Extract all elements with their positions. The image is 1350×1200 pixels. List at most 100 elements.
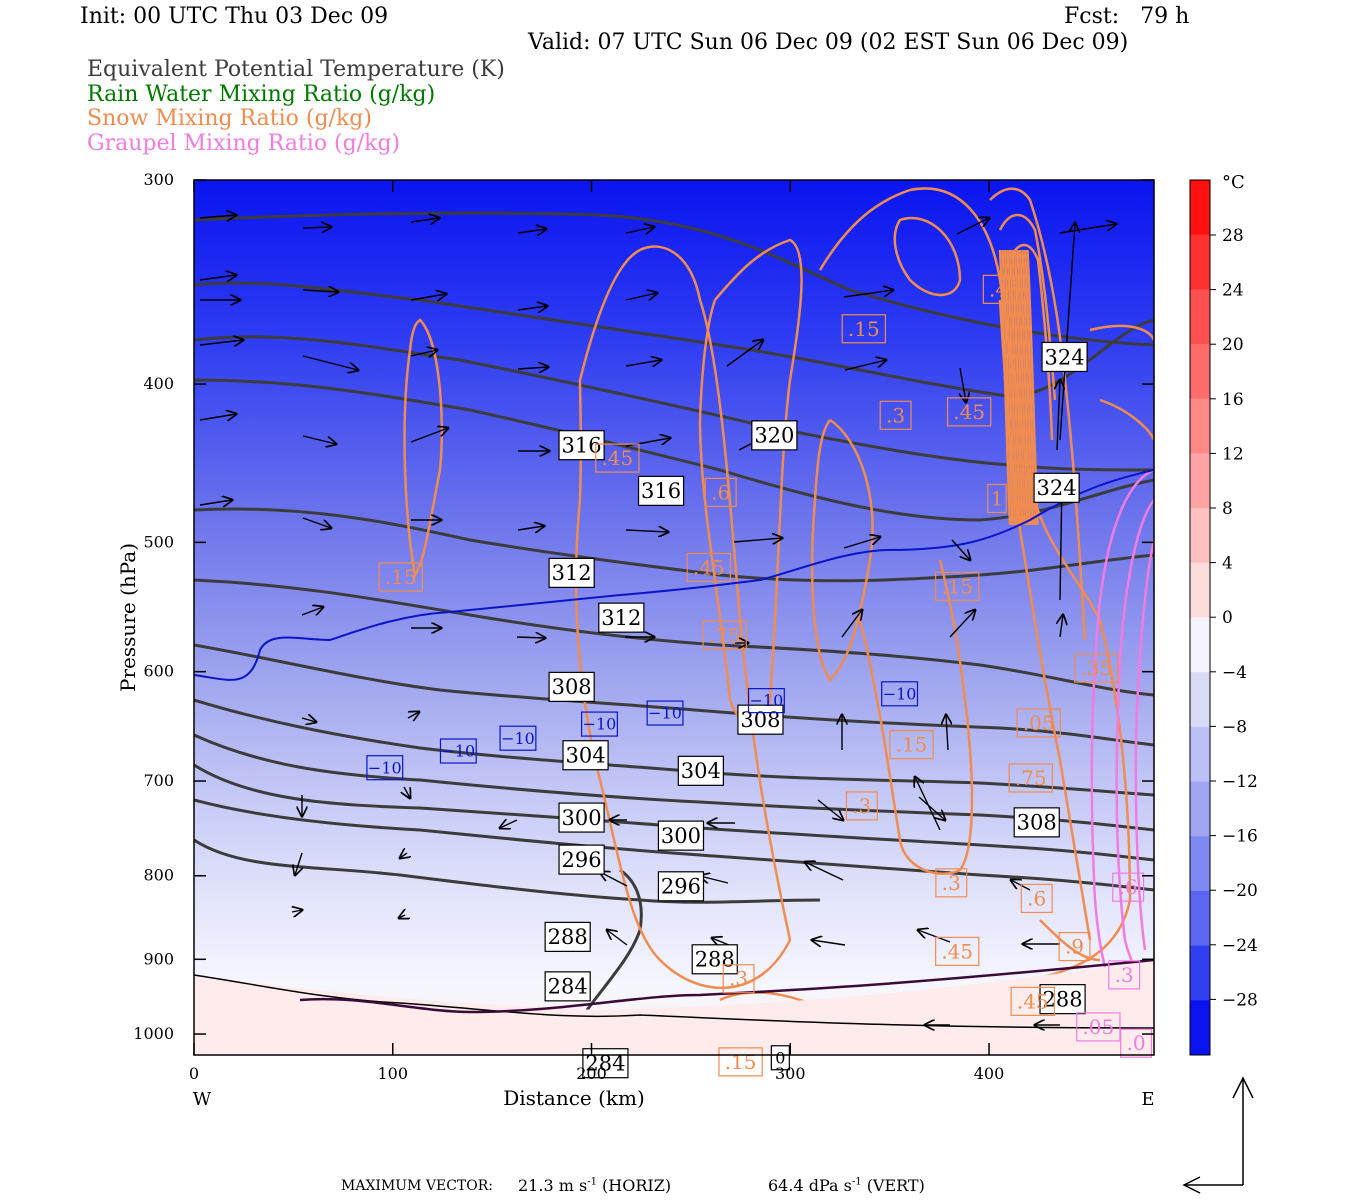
theta-e-label: 312: [552, 561, 592, 585]
snow-label: .15: [385, 565, 417, 589]
colorbar: °C 28 24 20 16 12 8 4 0 −4 −8 −12 −16 −20 −24 −28: [1189, 172, 1258, 1056]
wind-vector: [1057, 380, 1060, 451]
colorbar-segment: [1190, 617, 1210, 673]
theta-e-contour: [194, 281, 1154, 398]
minus-ten-isotherm: [194, 469, 1154, 681]
colorbar-segment: [1190, 508, 1210, 564]
wind-vector: [407, 712, 419, 718]
theta-e-label-box: [637, 475, 685, 506]
west-label: W: [193, 1089, 212, 1110]
wind-vector: [625, 293, 657, 301]
y-tick-label: 400: [143, 374, 174, 393]
snow-label-box: [987, 483, 1007, 514]
colorbar-tick-label: −4: [1222, 663, 1247, 683]
snow-contour: [1089, 324, 1154, 341]
snow-contour: [698, 238, 803, 724]
y-tick-label: 900: [143, 949, 174, 968]
legend-graupel: Graupel Mixing Ratio (g/kg): [87, 131, 401, 156]
colorbar-segment: [1190, 781, 1210, 837]
snow-label: .15: [725, 1050, 757, 1074]
theta-e-contour: [194, 211, 1154, 347]
wind-vector: [410, 294, 446, 300]
theta-e-label: 300: [562, 806, 602, 830]
graupel-label-box: [1108, 960, 1141, 990]
theta-e-label: 300: [661, 824, 701, 848]
snow-label-box: [702, 620, 747, 650]
snow-contour: [810, 418, 874, 682]
forecast-hour: Fcst: 79 h: [1064, 4, 1190, 29]
theta-e-contour: [194, 507, 1154, 583]
wind-vector: [844, 360, 886, 371]
snow-label: .3: [852, 794, 871, 818]
snow-label: .75: [709, 623, 741, 647]
wind-vector: [812, 940, 846, 945]
theta-e-label-box: [558, 844, 605, 875]
wind-vector: [302, 290, 338, 292]
wind-vector: [517, 306, 547, 310]
theta-e-label-box: [548, 671, 595, 702]
snow-label: .45: [601, 446, 633, 470]
isotherm-label: −10: [750, 691, 784, 710]
terrain-line: [194, 974, 1154, 1029]
snow-label-box: [1020, 883, 1053, 914]
snow-label-box: [718, 1047, 763, 1077]
wind-vector: [517, 367, 548, 369]
theta-e-label: 288: [1043, 987, 1083, 1011]
graupel-contour: [1134, 539, 1154, 951]
wind-vector: [625, 360, 661, 366]
snow-label: .75: [1015, 766, 1047, 790]
wind-vector: [292, 910, 302, 912]
max-vector-horiz: 21.3 m s-1 (HORIZ): [518, 1176, 672, 1195]
snow-label-box: [841, 314, 887, 344]
y-tick-label: 700: [143, 771, 174, 790]
isotherm-label: −10: [501, 729, 535, 748]
theta-e-label: 296: [562, 848, 602, 872]
isotherm-label-box: [881, 681, 919, 707]
snow-label-box: [845, 791, 878, 821]
snow-label: .6: [1027, 886, 1046, 910]
wind-vector: [517, 526, 544, 530]
colorbar-tick-label: −8: [1222, 717, 1247, 737]
max-vector-label: MAXIMUM VECTOR:: [341, 1178, 493, 1194]
wind-vector: [516, 637, 545, 638]
theta-e-label: 324: [1045, 345, 1085, 369]
x-tick-label: 0: [189, 1064, 199, 1083]
colorbar-unit: °C: [1222, 172, 1245, 193]
wind-vector: [733, 538, 782, 542]
snow-label-box: [1008, 763, 1053, 793]
isotherm-label-box: [646, 700, 684, 726]
theta-e-label-box: [1039, 984, 1086, 1015]
snow-contour: [858, 559, 974, 875]
isotherm-label: −10: [583, 715, 617, 734]
wind-vector: [404, 786, 410, 798]
wind-vector: [1059, 223, 1075, 441]
x-tick-label: 300: [775, 1064, 806, 1083]
snow-label: .9: [1065, 935, 1084, 959]
wind-vector: [295, 852, 302, 875]
theta-e-label-box: [751, 420, 798, 451]
x-axis-label: Distance (km): [503, 1086, 645, 1110]
snow-label: .15: [848, 317, 880, 341]
graupel-label: .3: [1115, 963, 1134, 987]
snow-label-box: [879, 400, 912, 430]
wind-vector: [956, 218, 989, 235]
wind-vector: [607, 930, 628, 946]
snow-label-box: [935, 571, 980, 601]
legend-theta-e: Equivalent Potential Temperature (K): [87, 57, 505, 82]
wind-vector: [302, 435, 336, 444]
snow-label-box: [686, 552, 731, 583]
colorbar-segment: [1190, 453, 1210, 509]
theta-e-label-box: [691, 944, 738, 975]
y-axis-label: Pressure (hPa): [116, 543, 140, 692]
snow-core-contour: [1018, 249, 1032, 526]
theta-e-label: 288: [548, 925, 588, 949]
graupel-label: .6: [1119, 875, 1138, 899]
wind-vector: [301, 607, 323, 615]
rain-label: 0: [775, 1048, 785, 1067]
wind-vector: [625, 227, 654, 233]
colorbar-segment: [1190, 726, 1210, 783]
reference-vector: [1182, 1076, 1254, 1194]
colorbar-segment: [1190, 234, 1210, 290]
y-tick-label: 1000: [133, 1024, 174, 1043]
x-tick-label: 400: [974, 1064, 1005, 1083]
